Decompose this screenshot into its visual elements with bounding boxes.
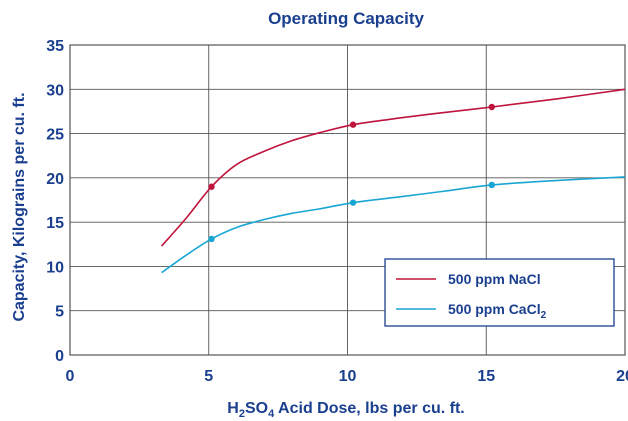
y-tick-label: 30 bbox=[46, 82, 64, 99]
data-point-marker bbox=[488, 181, 495, 189]
legend-label-cacl2-main: 500 ppm CaCl bbox=[448, 301, 541, 317]
x-axis-label-sub1: 2 bbox=[239, 408, 245, 420]
legend-box bbox=[384, 258, 615, 327]
x-tick-label: 5 bbox=[204, 368, 213, 385]
x-tick-label: 20 bbox=[616, 368, 628, 385]
y-tick-label: 10 bbox=[46, 259, 64, 276]
data-point-marker bbox=[349, 199, 357, 206]
plot-frame bbox=[69, 44, 626, 356]
y-tick-label: 0 bbox=[55, 348, 64, 365]
series-line-1 bbox=[161, 176, 626, 274]
legend-label-nacl: 500 ppm NaCl bbox=[448, 271, 541, 287]
chart-title: Operating Capacity bbox=[268, 9, 424, 28]
ticks-layer: 0 5 10 15 20 25 30 35 0 5 10 15 20 bbox=[46, 38, 628, 385]
x-tick-label: 0 bbox=[66, 368, 75, 385]
y-tick-label: 25 bbox=[46, 127, 64, 144]
x-tick-label: 15 bbox=[477, 368, 495, 385]
legend-label-cacl2: 500 ppm CaCl2 bbox=[448, 301, 547, 321]
y-tick-label: 35 bbox=[46, 38, 64, 55]
data-point-marker bbox=[208, 183, 215, 190]
x-axis-label-mid: SO bbox=[245, 400, 268, 417]
x-axis-label: H2SO4 Acid Dose, lbs per cu. ft. bbox=[227, 400, 465, 420]
data-point-marker bbox=[349, 121, 357, 128]
y-tick-label: 15 bbox=[46, 215, 64, 232]
x-tick-label: 10 bbox=[339, 368, 357, 385]
x-axis-label-pre: H bbox=[227, 400, 239, 417]
y-axis-label: Capacity, Kilograins per cu. ft. bbox=[11, 92, 28, 321]
legend-label-cacl2-sub: 2 bbox=[541, 310, 547, 321]
data-point-marker bbox=[208, 235, 215, 243]
legend: 500 ppm NaCl 500 ppm CaCl2 bbox=[384, 258, 615, 327]
data-point-marker bbox=[488, 103, 495, 111]
x-axis-label-post: Acid Dose, lbs per cu. ft. bbox=[274, 400, 465, 417]
y-tick-label: 5 bbox=[55, 304, 64, 321]
series-layer bbox=[160, 88, 626, 274]
y-tick-label: 20 bbox=[46, 171, 64, 188]
x-axis-label-sub2: 4 bbox=[268, 408, 275, 420]
grid bbox=[70, 45, 625, 355]
